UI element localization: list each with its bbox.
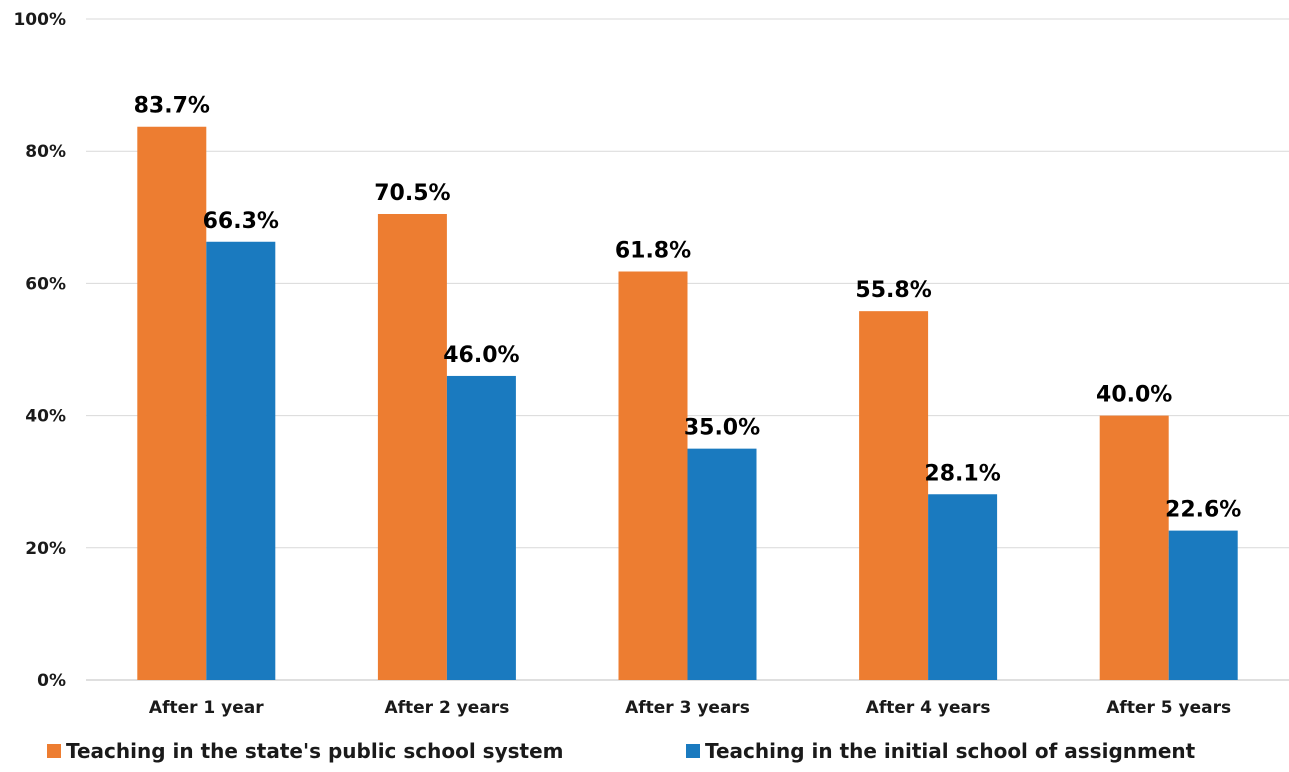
data-label: 46.0% <box>443 343 519 368</box>
data-labels: 83.7% 66.3% 70.5% 46.0% 61.8% 35.0% 55.8% 28.1%… <box>134 94 1242 523</box>
legend-swatch <box>47 744 61 758</box>
bar-series-2 <box>446 375 516 680</box>
legend: Teaching in the state's public school sy… <box>47 739 1196 763</box>
y-tick-label: 60% <box>25 274 66 294</box>
bar-series-2 <box>1168 530 1238 680</box>
data-label: 40.0% <box>1096 383 1172 408</box>
x-axis-categories: After 1 year After 2 years After 3 years Af… <box>149 698 1231 718</box>
data-label: 55.8% <box>855 278 931 303</box>
y-tick-label: 40% <box>25 407 66 427</box>
data-label: 83.7% <box>134 94 210 119</box>
x-category-label: After 2 years <box>384 698 509 718</box>
bar-series-1 <box>137 126 207 681</box>
y-tick-label: 20% <box>25 539 66 559</box>
data-label: 61.8% <box>615 239 691 264</box>
legend-label: Teaching in the state's public school sy… <box>66 739 563 763</box>
data-label: 35.0% <box>684 416 760 441</box>
bar-series-1 <box>1099 415 1169 680</box>
y-tick-label: 80% <box>25 142 66 162</box>
bar-series-1 <box>859 311 929 680</box>
x-category-label: After 1 year <box>149 698 264 718</box>
data-label: 66.3% <box>203 209 279 234</box>
bar-series-1 <box>618 271 688 680</box>
bar-series-1 <box>377 213 447 680</box>
x-category-label: After 4 years <box>866 698 991 718</box>
legend-swatch <box>686 744 700 758</box>
x-category-label: After 3 years <box>625 698 750 718</box>
bar-series-2 <box>687 448 757 680</box>
bar-series-2 <box>928 494 998 680</box>
y-tick-label: 0% <box>37 671 66 691</box>
bars <box>137 126 1238 681</box>
data-label: 28.1% <box>924 461 1000 486</box>
y-tick-label: 100% <box>13 10 66 30</box>
data-label: 22.6% <box>1165 498 1241 523</box>
legend-label: Teaching in the initial school of assign… <box>705 739 1196 763</box>
x-category-label: After 5 years <box>1106 698 1231 718</box>
data-label: 70.5% <box>374 181 450 206</box>
y-axis-ticks: 0% 20% 40% 60% 80% 100% <box>13 10 66 691</box>
bar-series-2 <box>206 241 276 680</box>
